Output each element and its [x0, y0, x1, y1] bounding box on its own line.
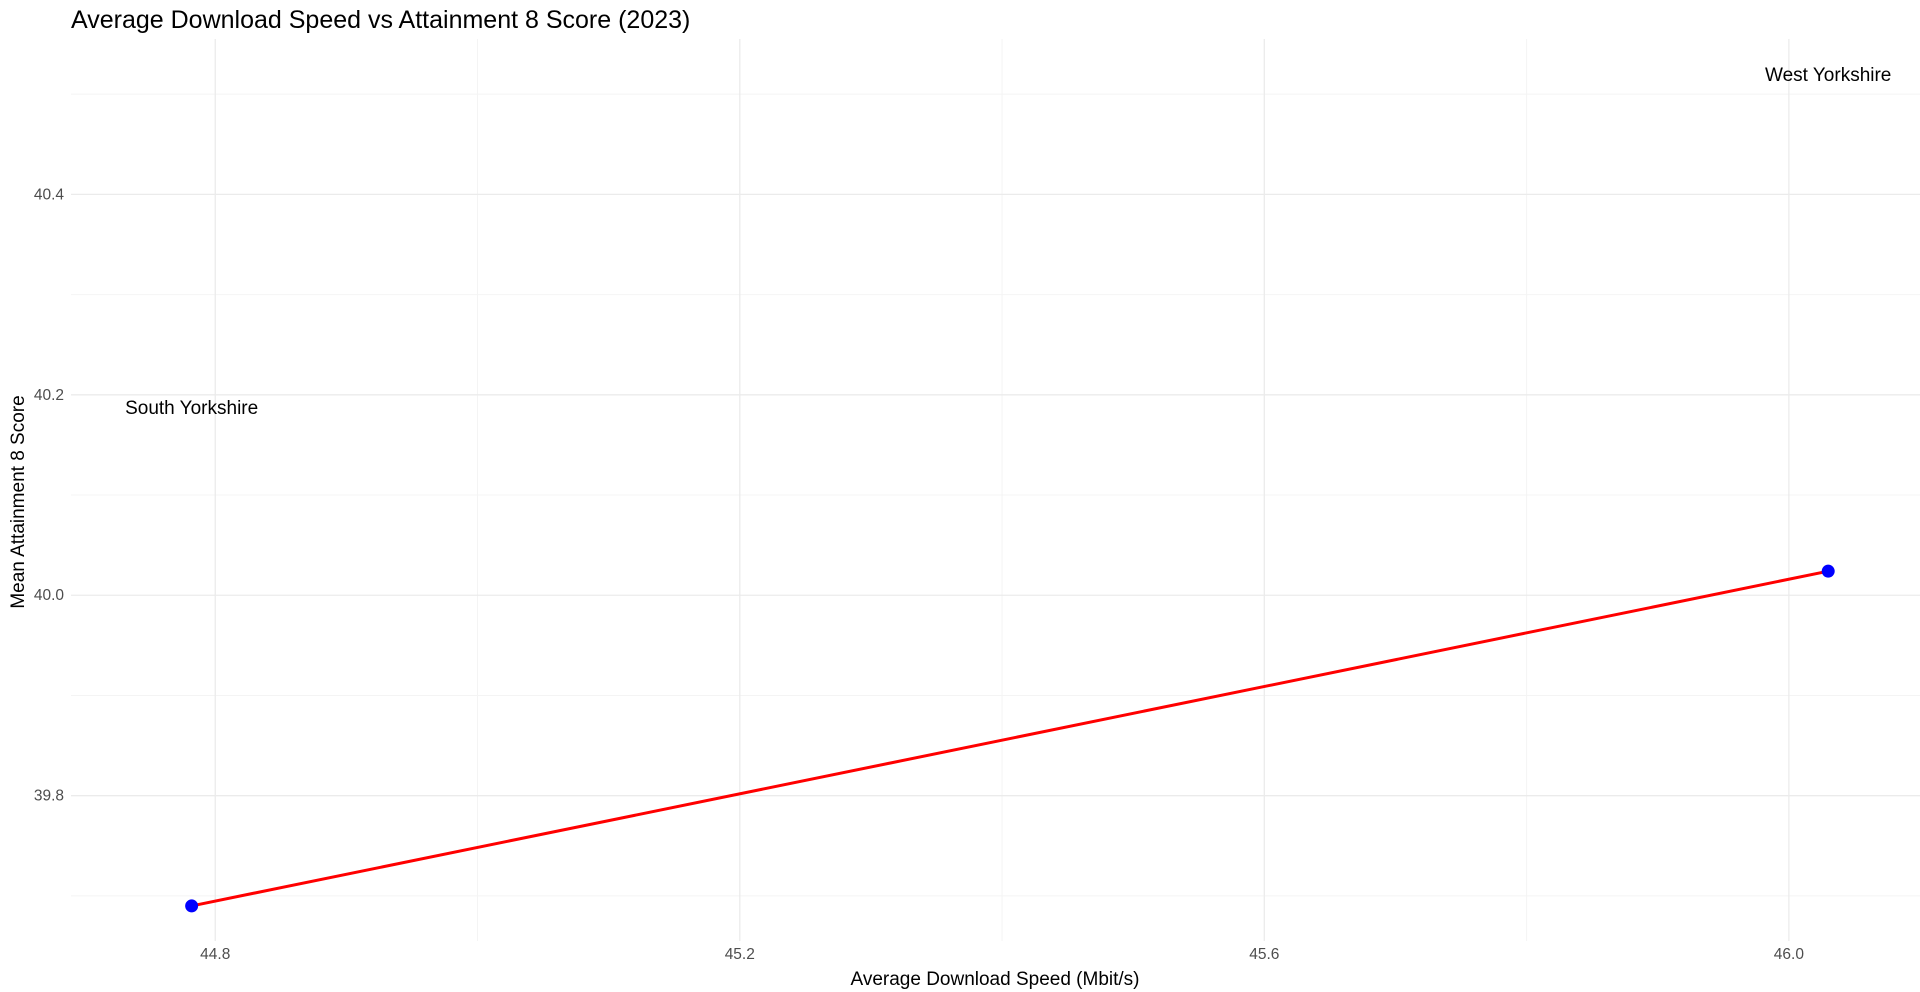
data-point-label: South Yorkshire — [125, 398, 258, 419]
fit-line-layer — [190, 569, 1830, 908]
x-tick-label: 45.6 — [1249, 946, 1279, 963]
data-points-layer — [185, 564, 1835, 913]
y-axis-tick-labels: 39.8 40.0 40.2 40.4 — [34, 186, 65, 804]
major-gridlines — [71, 39, 1920, 941]
x-tick-label: 44.8 — [200, 946, 230, 963]
y-axis-title: Mean Attainment 8 Score — [8, 395, 29, 608]
fit-line — [190, 569, 1830, 908]
x-tick-label: 46.0 — [1774, 946, 1805, 963]
y-tick-label: 40.2 — [34, 387, 64, 404]
x-tick-label: 45.2 — [725, 946, 755, 963]
y-tick-label: 40.0 — [34, 587, 65, 604]
point-labels-layer: South Yorkshire West Yorkshire — [125, 65, 1891, 419]
y-tick-label: 39.8 — [34, 788, 64, 805]
data-point — [185, 899, 199, 913]
chart-title: Average Download Speed vs Attainment 8 S… — [71, 6, 690, 34]
data-point — [1821, 564, 1835, 578]
data-point-label: West Yorkshire — [1765, 65, 1891, 86]
x-axis-tick-labels: 44.8 45.2 45.6 46.0 — [200, 946, 1804, 963]
x-axis-title: Average Download Speed (Mbit/s) — [850, 969, 1139, 990]
minor-gridlines — [71, 39, 1920, 941]
y-tick-label: 40.4 — [34, 186, 65, 203]
